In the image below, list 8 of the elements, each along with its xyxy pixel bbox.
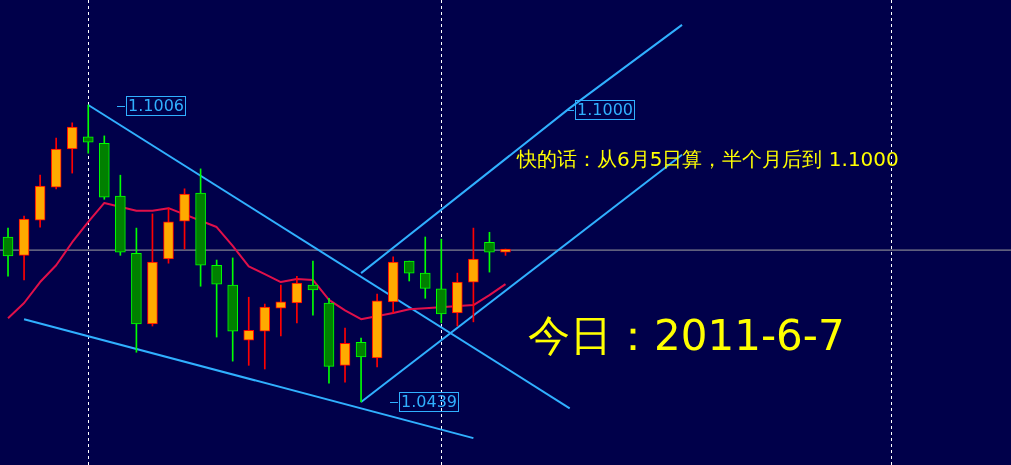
candlestick [243,296,255,366]
annotation: 1.0439 [399,392,459,412]
candlestick [275,284,287,337]
annotation: 1.1000 [575,100,635,120]
candlestick [82,104,94,154]
annotation: 今日：2011-6-7 [528,310,845,362]
annotation: 1.1006 [126,96,186,116]
candlestick [355,337,367,403]
